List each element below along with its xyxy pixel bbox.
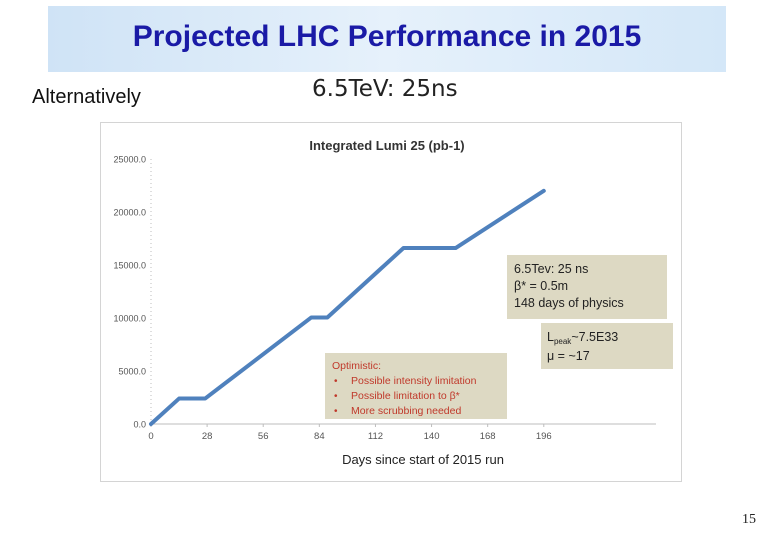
- y-tick-label: 15000.0: [113, 261, 146, 271]
- annotation-physics-params: 6.5Tev: 25 ns β* = 0.5m 148 days of phys…: [507, 255, 667, 319]
- annotation-1-line-1: 6.5Tev: 25 ns: [514, 262, 588, 276]
- annotation-box-3: [325, 353, 507, 419]
- scenario-label: 6.5TeV: 25ns: [312, 76, 458, 102]
- annotation-2-line-2: μ = ~17: [547, 349, 590, 363]
- annotation-peak-lumi: Lpeak~7.5E33 μ = ~17: [541, 323, 673, 369]
- x-tick-label: 140: [424, 431, 440, 442]
- annotation-optimistic: Optimistic: • Possible intensity limitat…: [325, 353, 507, 419]
- annotation-1-line-2: β* = 0.5m: [514, 279, 568, 293]
- annotation-box-1: [507, 255, 667, 319]
- title-bar: [48, 6, 726, 72]
- y-tick-label: 5000.0: [118, 367, 146, 377]
- bullet-icon: •: [334, 406, 338, 417]
- x-tick-label: 112: [368, 431, 383, 442]
- slide-title: Projected LHC Performance in 2015: [132, 20, 642, 53]
- x-tick-label: 84: [314, 431, 325, 442]
- page-number: 15: [742, 512, 756, 527]
- annotation-2-line-1: Lpeak~7.5E33: [547, 330, 618, 346]
- x-tick-label: 56: [258, 431, 269, 442]
- y-tick-label: 25000.0: [113, 155, 146, 165]
- bullet-icon: •: [334, 391, 338, 402]
- chart-title: Integrated Lumi 25 (pb-1): [309, 138, 464, 153]
- annotation-3-title: Optimistic:: [332, 360, 381, 372]
- annotation-3-bullet-1: Possible intensity limitation: [351, 375, 477, 387]
- annotation-3-bullet-3: More scrubbing needed: [351, 405, 461, 417]
- y-tick-label: 20000.0: [113, 208, 146, 218]
- slide-subtitle: Alternatively: [32, 86, 141, 108]
- series-line-integrated-lumi: [149, 188, 546, 426]
- annotation-3-bullet-2: Possible limitation to β*: [351, 390, 460, 402]
- x-tick-label: 28: [202, 431, 213, 442]
- x-axis-label: Days since start of 2015 run: [342, 452, 504, 467]
- luminosity-chart: Integrated Lumi 25 (pb-1) 0.0 5000.0 10000…: [113, 138, 673, 467]
- x-axis-ticks: 0 28 56 84 112 140 168 196: [148, 424, 552, 442]
- chart-container: Integrated Lumi 25 (pb-1) 0.0 5000.0 10000…: [100, 122, 682, 482]
- x-tick-label: 168: [480, 431, 496, 442]
- x-tick-label: 196: [536, 431, 552, 442]
- bullet-icon: •: [334, 376, 338, 387]
- annotation-box-2: [541, 323, 673, 369]
- annotation-1-line-3: 148 days of physics: [514, 296, 624, 310]
- x-tick-label: 0: [148, 431, 153, 442]
- y-tick-label: 0.0: [133, 420, 146, 430]
- y-axis-ticks: 0.0 5000.0 10000.0 15000.0 20000.0 25000.0: [113, 155, 146, 430]
- y-tick-label: 10000.0: [113, 314, 146, 324]
